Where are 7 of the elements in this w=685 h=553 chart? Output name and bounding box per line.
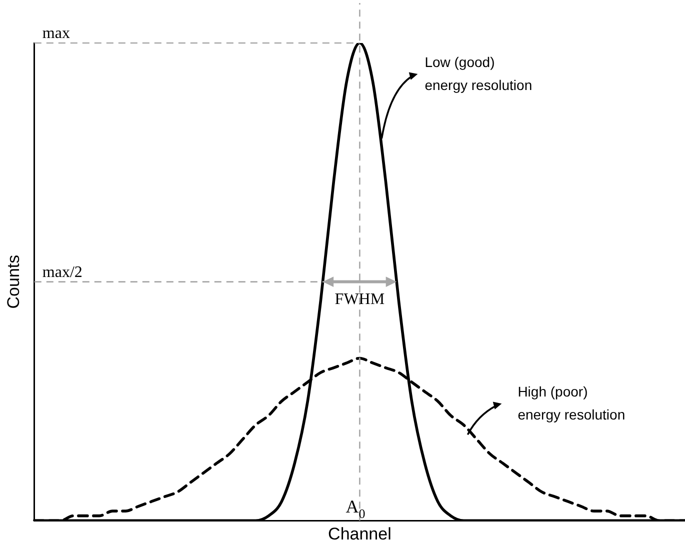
x-axis-title: Channel: [328, 524, 392, 544]
annotation: Low (good) energy resolution: [424, 54, 532, 93]
annotation: High (poor) energy resolution: [518, 383, 626, 422]
annotation: FWHM: [334, 291, 385, 308]
y-axis-title: Counts: [4, 254, 23, 309]
ref-line-label: max/2: [42, 264, 82, 281]
ref-line-label: max: [42, 25, 70, 42]
